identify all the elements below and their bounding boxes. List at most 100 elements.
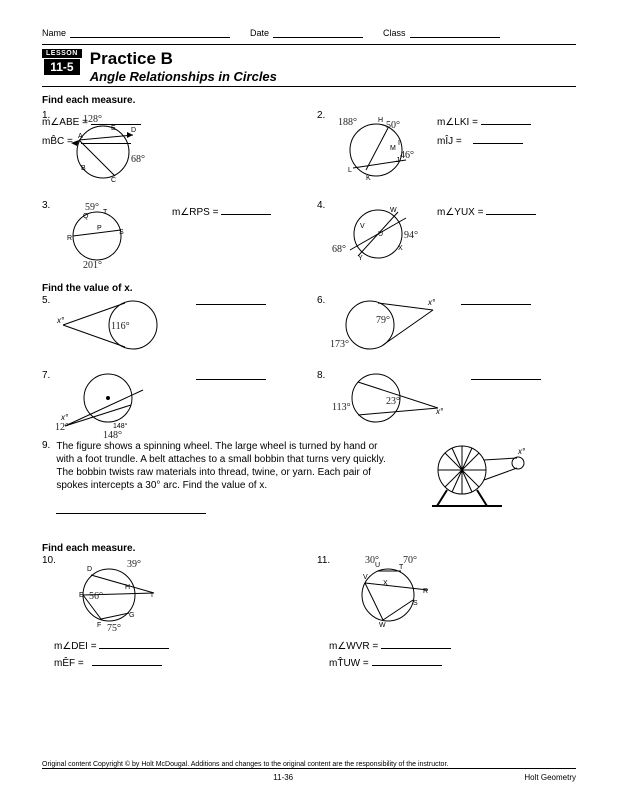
class-blank[interactable] [410,28,500,38]
svg-text:201°: 201° [83,260,102,271]
svg-text:L: L [348,167,352,174]
date-blank[interactable] [273,28,363,38]
page-title: Practice B [90,49,277,69]
svg-text:K: K [366,175,371,182]
title-rule [42,86,576,87]
problem-number: 11. [317,555,330,566]
page-subtitle: Angle Relationships in Circles [90,69,277,84]
svg-text:I: I [151,592,153,599]
answer-blank[interactable] [91,115,141,125]
svg-text:H: H [125,584,130,591]
answer-blank[interactable] [473,134,523,144]
problem-number: 6. [317,295,325,306]
problem-8: 8. x° 23° 113° [317,370,541,432]
svg-text:P: P [97,225,102,232]
problem-1-answers: m∠ABE = mB̂C = [42,115,141,147]
svg-text:V: V [360,223,365,230]
answer-blank[interactable] [221,205,271,215]
svg-text:W: W [390,207,397,214]
problem-number: 3. [42,200,50,211]
svg-text:Q: Q [83,213,89,220]
name-label: Name [42,28,66,38]
answer-blank[interactable] [92,656,162,666]
answer-blank[interactable] [461,295,531,305]
svg-text:94°: 94° [404,230,418,241]
answer-blank[interactable] [56,504,206,514]
answer-blank[interactable] [381,639,451,649]
svg-text:S: S [119,229,124,236]
problem-6: 6. x° 79° 173° [317,295,531,357]
problem-4: 4. W V U X Y 68° 94° [317,200,428,270]
spinning-wheel-icon: x° [432,440,532,513]
answer-blank[interactable] [486,205,536,215]
svg-text:59°: 59° [85,202,99,213]
answer-blank[interactable] [81,134,131,144]
svg-text:X: X [398,245,403,252]
svg-text:W: W [379,622,386,629]
problem-9-text: The figure shows a spinning wheel. The l… [56,440,386,492]
svg-text:x°: x° [56,316,65,325]
svg-text:68°: 68° [131,154,145,165]
svg-text:148°: 148° [113,422,128,430]
section-2-head: Find the value of x. [42,283,133,294]
svg-text:S: S [413,600,418,607]
answer-blank[interactable] [196,370,266,380]
answer-blank[interactable] [99,639,169,649]
svg-text:30°: 30° [365,555,379,566]
svg-text:U: U [378,231,383,238]
problem-number: 10. [42,555,56,566]
svg-text:B: B [81,165,86,172]
problem-2: 2. H I J K L M 188° 50° 46° [317,110,428,186]
svg-text:50°: 50° [386,120,400,131]
svg-text:D: D [87,566,92,573]
svg-text:X: X [383,580,388,587]
problem-number: 8. [317,370,325,381]
answer-blank[interactable] [471,370,541,380]
svg-text:68°: 68° [332,244,346,255]
problem-number: 4. [317,200,325,211]
svg-text:113°: 113° [332,402,351,413]
svg-text:x°: x° [435,407,444,416]
svg-text:C: C [111,177,116,184]
svg-text:E: E [79,592,84,599]
lesson-number: 11-5 [44,59,79,75]
problem-7: 7. x° 148° 12° 148° [42,370,266,440]
svg-text:R: R [67,235,72,242]
answer-blank[interactable] [481,115,531,125]
answer-blank[interactable] [196,295,266,305]
svg-text:39°: 39° [127,559,141,570]
svg-text:I: I [398,140,400,147]
svg-text:79°: 79° [376,315,390,326]
svg-text:F: F [97,622,101,629]
svg-text:J: J [396,157,400,164]
svg-text:12°: 12° [55,422,69,433]
svg-text:56°: 56° [89,591,103,602]
svg-text:x°: x° [60,413,69,422]
answer-blank[interactable] [372,656,442,666]
section-1-head: Find each measure. [42,95,576,106]
class-label: Class [383,28,406,38]
svg-text:116°: 116° [111,321,130,332]
worksheet-header: Name Date Class [42,28,576,38]
name-blank[interactable] [70,28,230,38]
problem-number: 2. [317,110,325,121]
publisher: Holt Geometry [524,773,576,782]
problem-5: 5. x° 116° [42,295,266,357]
problem-11: 11. V U T R S W X 30° 70° m∠WVR = mT̂UW … [317,555,463,669]
problem-3: 3. Q T S R P 59° 201° [42,200,153,270]
lesson-label: LESSON [42,49,82,58]
problem-number: 9. [42,440,50,492]
section-3-head: Find each measure. [42,543,135,554]
copyright-text: Original content Copyright © by Holt McD… [42,761,576,768]
header-rule [42,44,576,45]
title-block: LESSON 11-5 Practice B Angle Relationshi… [42,49,576,84]
problem-9: 9. The figure shows a spinning wheel. Th… [42,440,386,517]
svg-text:V: V [363,574,368,581]
problem-number: 7. [42,370,50,381]
problem-2-answers: m∠LKI = mÎJ = [437,115,531,147]
svg-text:T: T [103,209,108,216]
svg-text:x°: x° [427,298,436,307]
problem-3-answers: m∠RPS = [172,205,271,218]
page-number: 11-36 [273,773,293,782]
svg-text:188°: 188° [338,117,357,128]
